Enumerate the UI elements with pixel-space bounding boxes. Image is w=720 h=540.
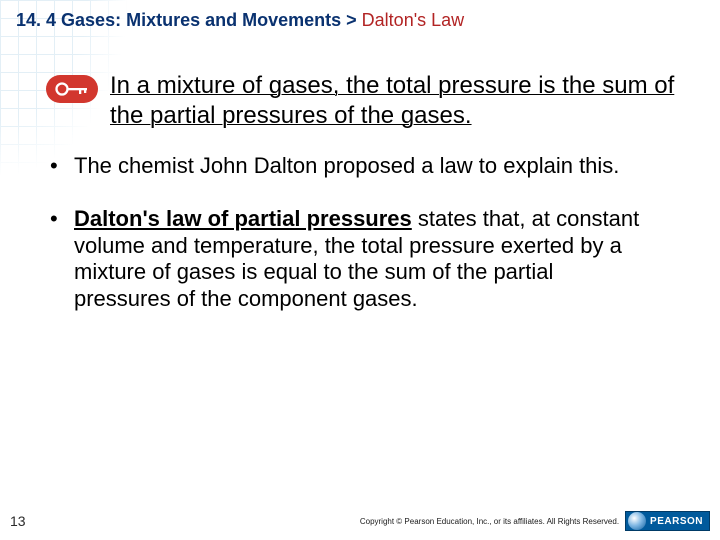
globe-icon: [628, 512, 646, 530]
defined-term: Dalton's law of partial pressures: [74, 206, 412, 231]
copyright-text: Copyright © Pearson Education, Inc., or …: [360, 517, 619, 526]
section-title: 14. 4 Gases: Mixtures and Movements: [16, 10, 341, 30]
list-item: The chemist John Dalton proposed a law t…: [46, 153, 646, 180]
logo-text: PEARSON: [648, 516, 707, 527]
breadcrumb-separator: >: [346, 10, 357, 30]
key-concept-row: In a mixture of gases, the total pressur…: [46, 71, 680, 131]
key-icon: [46, 75, 98, 103]
slide-content: In a mixture of gases, the total pressur…: [0, 37, 720, 313]
bullet-list: The chemist John Dalton proposed a law t…: [46, 153, 680, 313]
topic-title: Dalton's Law: [362, 10, 465, 30]
key-concept-text: In a mixture of gases, the total pressur…: [110, 71, 680, 131]
bullet-text: The chemist John Dalton proposed a law t…: [74, 153, 619, 178]
list-item: Dalton's law of partial pressures states…: [46, 206, 646, 313]
page-number: 13: [10, 513, 26, 529]
footer: 13 Copyright © Pearson Education, Inc., …: [0, 508, 720, 534]
breadcrumb: 14. 4 Gases: Mixtures and Movements > Da…: [0, 0, 720, 37]
pearson-logo: PEARSON: [625, 511, 710, 531]
